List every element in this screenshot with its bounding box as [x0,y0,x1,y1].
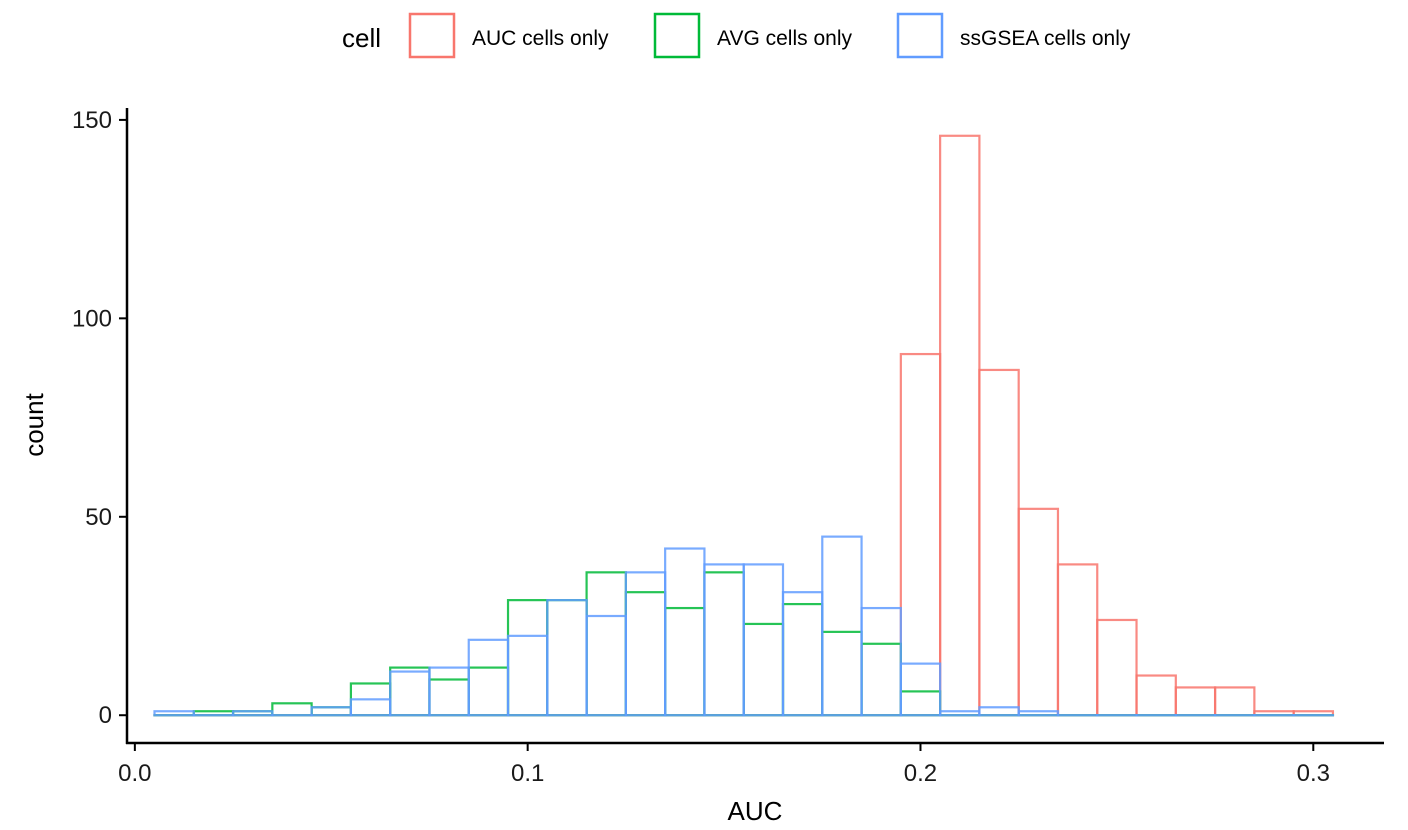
legend-items: AUC cells only AVG cells only ssGSEA cells… [408,12,1131,59]
histogram-bar [899,352,942,717]
y-tick-label: 150 [72,107,112,134]
histogram-bar [939,134,981,717]
histogram-bar [428,678,470,717]
y-tick-label: 100 [72,305,112,332]
histogram-bar [546,599,588,717]
histogram-bar [389,666,431,717]
x-tick-label: 0.1 [511,760,544,787]
histogram-bar [1056,563,1099,717]
x-ticks: 0.0 0.1 0.2 0.3 [118,743,1330,787]
legend-label: ssGSEA cells only [960,27,1131,50]
plot-bars [153,134,1335,717]
histogram-bar [703,563,745,717]
axes: 0 50 100 150 0.0 0.1 0.2 0.3 [72,107,1384,787]
histogram-bar [624,571,667,717]
histogram-bar [899,690,942,717]
histogram-bar [389,670,431,717]
legend-key [408,12,456,59]
legend-label: AVG cells only [717,27,852,50]
x-tick-label: 0.3 [1297,760,1330,787]
histogram-bar [781,602,824,717]
legend-key [653,12,701,59]
y-tick-label: 0 [99,702,112,729]
histogram-bar [585,571,627,717]
histogram-bar [310,706,353,717]
histogram-bar [153,710,195,717]
histogram-bar [821,630,863,717]
histogram-bar [624,591,667,717]
y-axis-title: count [19,392,49,456]
histogram-bar [1174,686,1217,717]
x-tick-label: 0.0 [118,760,151,787]
histogram-bar [271,702,313,717]
histogram-bar [506,599,549,717]
x-axis-title: AUC [728,796,783,826]
histogram-bar [899,662,942,717]
legend-key [896,12,944,59]
histogram-bar [664,606,706,717]
histogram-bar [1135,674,1177,717]
histogram-bar [742,622,785,717]
x-tick-label: 0.2 [904,760,937,787]
histogram-bar [546,599,588,717]
histogram-bar [703,571,745,717]
histogram-bar [781,591,824,717]
legend-label: AUC cells only [472,27,609,50]
histogram-bar [467,638,510,717]
histogram-bar [310,706,353,717]
histogram-bar [742,563,785,717]
histogram-bar [939,710,981,717]
histogram-bar [1096,618,1138,717]
histogram-bar [1017,710,1060,717]
legend: cell AUC cells only AVG cells only ssGSEA … [342,12,1131,59]
histogram-bar [1017,507,1060,717]
histogram-bar [821,535,863,717]
histogram-bar [860,606,902,717]
histogram-bar [231,710,274,717]
y-ticks: 0 50 100 150 [72,107,127,729]
legend-title: cell [342,23,381,53]
series-ssgsea-cells-only [153,535,1335,717]
histogram-bar [585,614,627,717]
histogram-bar [428,666,470,717]
histogram-bar [467,666,510,717]
histogram-bar [1213,686,1256,717]
histogram-bar [664,547,706,717]
histogram-bar [506,634,549,717]
histogram-bar [860,642,902,717]
histogram-bar [978,368,1020,717]
y-tick-label: 50 [85,504,112,531]
histogram-bar [349,698,392,717]
histogram-bar [978,706,1020,717]
